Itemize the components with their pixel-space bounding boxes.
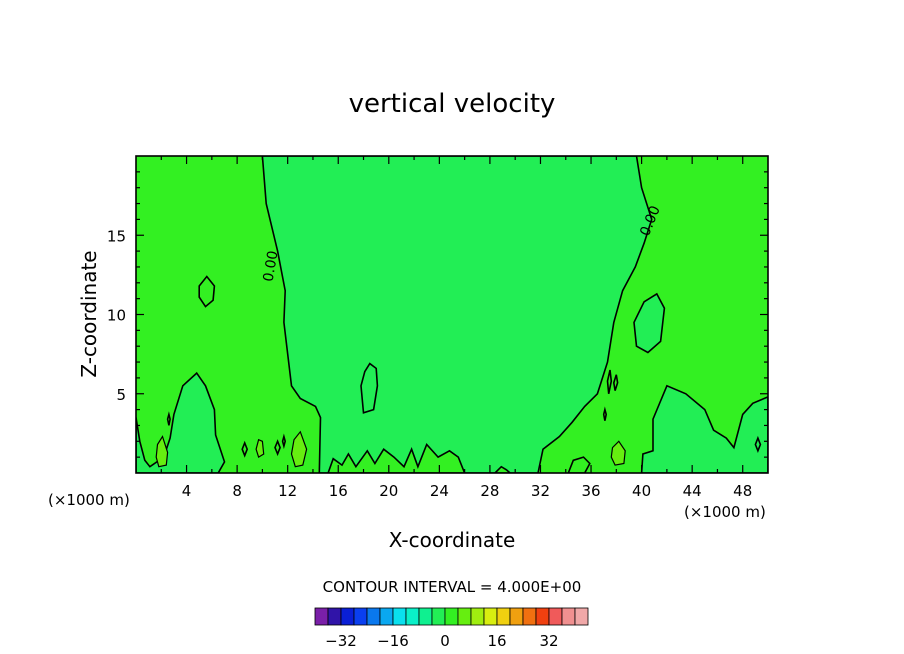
- x-tick-label-48: 48: [733, 482, 752, 500]
- colorbar: −32 −16 0 16 32: [314, 607, 589, 650]
- small-contour-1: [241, 440, 249, 458]
- positive-island-2: [493, 465, 512, 473]
- small-contour-3: [281, 433, 287, 450]
- negative-island-0: [360, 362, 379, 414]
- colorbar-label-3: 16: [487, 632, 506, 650]
- small-contour-0: [166, 411, 171, 426]
- x-tick-label-4: 4: [182, 482, 192, 500]
- small-contour-7: [754, 435, 762, 453]
- colorbar-swatch-9: [431, 607, 446, 626]
- positive-island-0: [198, 275, 216, 308]
- y-axis-label: Z-coordinate: [77, 250, 101, 377]
- colorbar-swatch-1: [327, 607, 342, 626]
- x-tick-label-8: 8: [232, 482, 242, 500]
- moderate-island-2: [255, 438, 265, 459]
- positive-island-3: [567, 456, 591, 473]
- colorbar-swatch-15: [509, 607, 524, 626]
- colorbar-swatch-17: [535, 607, 550, 626]
- negative-island-1: [633, 292, 666, 354]
- y-tick-label-5: 5: [116, 386, 126, 404]
- plot-area: 0.000.00: [136, 156, 768, 473]
- central-negative-region: [261, 156, 653, 473]
- x-axis-label: X-coordinate: [389, 528, 516, 552]
- colorbar-swatch-8: [418, 607, 433, 626]
- left-negative-region: [136, 371, 226, 473]
- moderate-island-3: [610, 440, 626, 466]
- colorbar-swatch-12: [470, 607, 485, 626]
- chart-title: vertical velocity: [349, 89, 556, 119]
- colorbar-label-0: −32: [325, 632, 357, 650]
- colorbar-swatch-14: [496, 607, 511, 626]
- contour-interval-text: CONTOUR INTERVAL = 4.000E+00: [323, 578, 582, 596]
- positive-island-1: [327, 443, 466, 473]
- colorbar-swatch-3: [353, 607, 368, 626]
- small-contour-6: [602, 406, 608, 421]
- small-contour-4: [606, 369, 613, 394]
- y-tick-label-10: 10: [107, 307, 126, 325]
- colorbar-swatch-11: [457, 607, 472, 626]
- x-tick-label-24: 24: [430, 482, 449, 500]
- x-unit-left: (×1000 m): [48, 491, 130, 509]
- moderate-island-0: [155, 435, 169, 468]
- contour-label-left: 0.00: [261, 250, 282, 283]
- x-tick-label-44: 44: [683, 482, 702, 500]
- colorbar-swatch-0: [314, 607, 329, 626]
- moderate-island-1: [290, 430, 308, 468]
- x-tick-label-20: 20: [379, 482, 398, 500]
- colorbar-label-2: 0: [440, 632, 450, 650]
- x-tick-label-28: 28: [480, 482, 499, 500]
- small-contour-2: [274, 439, 281, 457]
- colorbar-swatch-4: [366, 607, 381, 626]
- x-tick-label-16: 16: [329, 482, 348, 500]
- colorbar-swatch-20: [574, 607, 589, 626]
- right-negative-region: [640, 384, 768, 473]
- colorbar-swatch-6: [392, 607, 407, 626]
- x-tick-label-36: 36: [581, 482, 600, 500]
- x-tick-label-40: 40: [632, 482, 651, 500]
- colorbar-swatch-10: [444, 607, 459, 626]
- colorbar-swatch-18: [548, 607, 563, 626]
- colorbar-swatch-2: [340, 607, 355, 626]
- x-tick-label-12: 12: [278, 482, 297, 500]
- colorbar-label-4: 32: [539, 632, 558, 650]
- x-tick-label-32: 32: [531, 482, 550, 500]
- colorbar-swatch-13: [483, 607, 498, 626]
- colorbar-swatch-7: [405, 607, 420, 626]
- colorbar-swatch-19: [561, 607, 576, 626]
- small-contour-5: [612, 374, 619, 391]
- x-unit-right: (×1000 m): [684, 503, 766, 521]
- colorbar-label-1: −16: [377, 632, 409, 650]
- colorbar-swatch-5: [379, 607, 394, 626]
- colorbar-swatch-16: [522, 607, 537, 626]
- y-tick-label-15: 15: [107, 227, 126, 245]
